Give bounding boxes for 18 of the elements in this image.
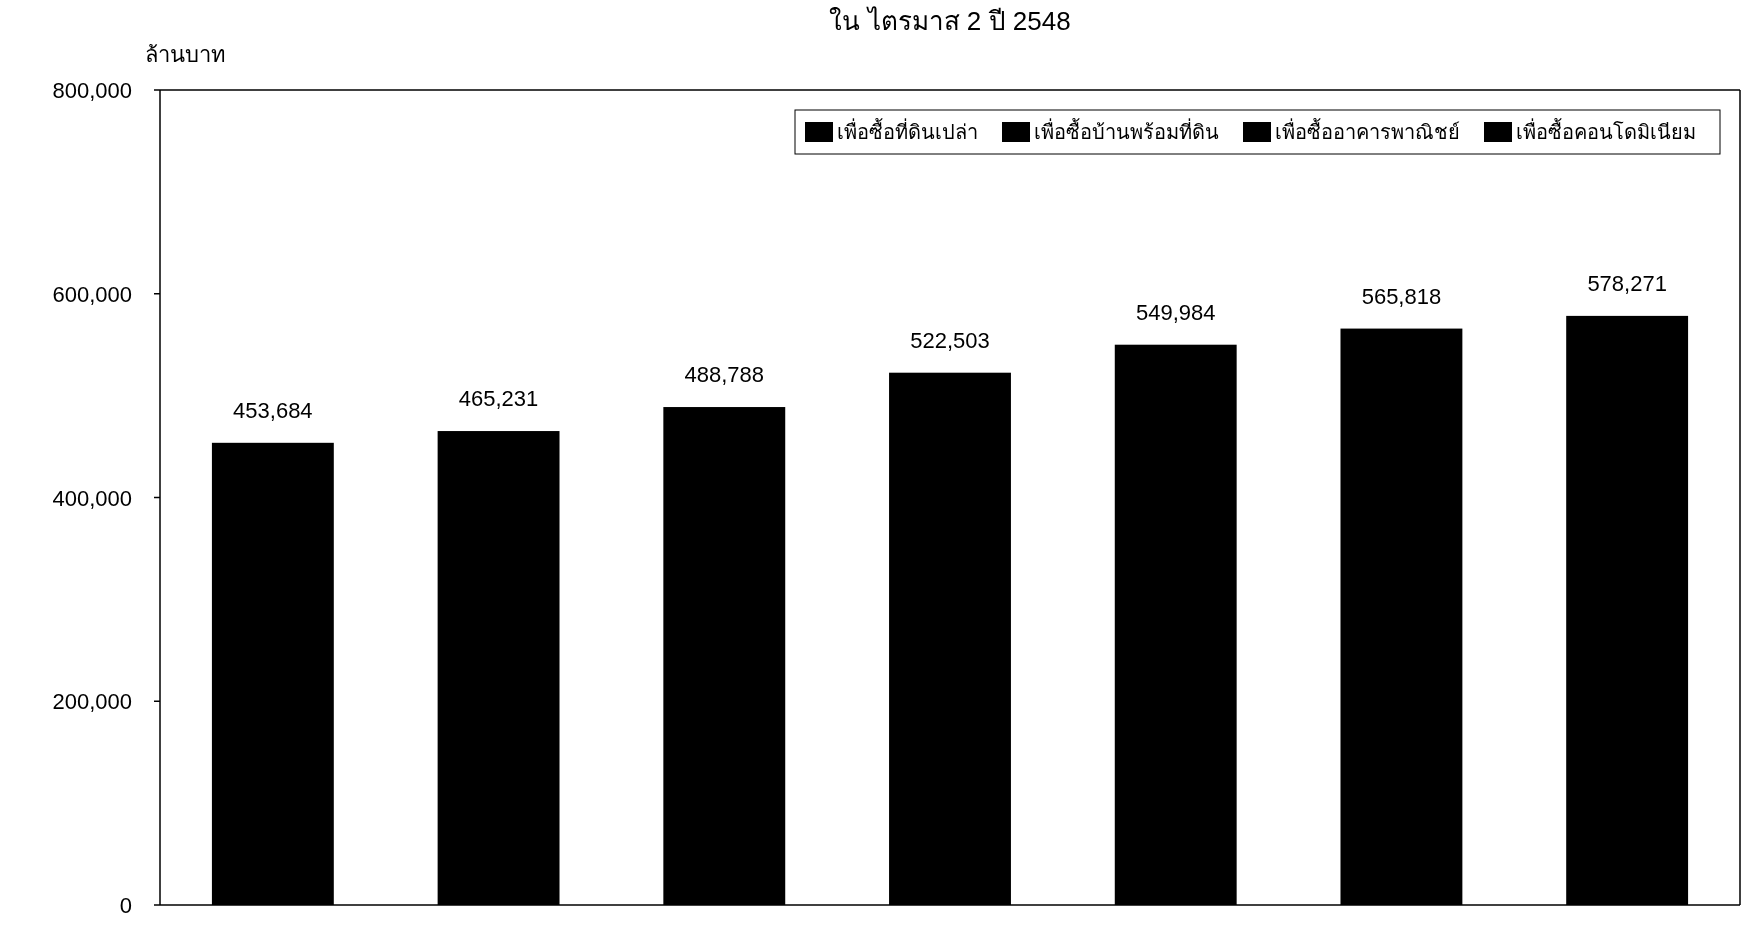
y-tick-label: 400,000 — [52, 485, 132, 511]
data-label: 465,231 — [458, 386, 539, 412]
legend-label: เพื่อซื้อคอนโดมิเนียม — [1516, 118, 1696, 143]
data-label: 488,788 — [684, 362, 765, 388]
y-tick-label: 600,000 — [52, 281, 132, 307]
y-axis-title: ล้านบาท — [145, 42, 226, 67]
data-label: 565,818 — [1361, 283, 1442, 309]
legend-label: เพื่อซื้ออาคารพาณิชย์ — [1275, 118, 1460, 143]
chart-title: ใน ไตรมาส 2 ปี 2548 — [829, 6, 1071, 36]
data-label: 522,503 — [910, 327, 990, 353]
data-label: 549,984 — [1135, 299, 1216, 325]
data-label: 453,684 — [233, 397, 313, 423]
y-tick-label: 800,000 — [52, 78, 132, 103]
y-tick-label: 200,000 — [52, 689, 132, 715]
legend-label: เพื่อซื้อที่ดินเปล่า — [837, 118, 978, 143]
y-tick-label: 0 — [119, 893, 132, 918]
data-label: 578,271 — [1587, 270, 1667, 296]
legend-label: เพื่อซื้อบ้านพร้อมที่ดิน — [1034, 118, 1219, 143]
